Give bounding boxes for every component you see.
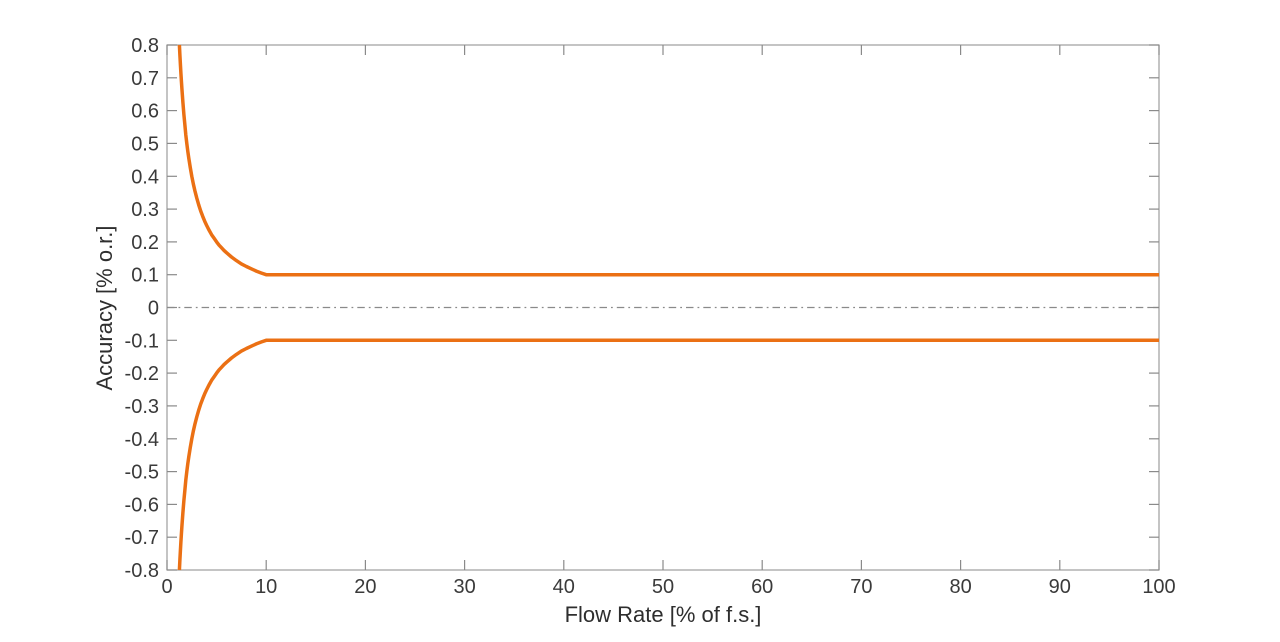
y-tick-label: -0.2	[125, 363, 159, 385]
y-tick-label: -0.7	[125, 527, 159, 549]
x-tick-label: 100	[1142, 576, 1175, 598]
y-tick-label: 0.3	[131, 199, 159, 221]
x-tick-label: 30	[453, 576, 475, 598]
y-tick-label: 0.5	[131, 133, 159, 155]
x-tick-label: 10	[255, 576, 277, 598]
x-tick-label: 50	[652, 576, 674, 598]
x-tick-label: 80	[949, 576, 971, 598]
y-tick-label: -0.5	[125, 462, 159, 484]
x-tick-label: 20	[354, 576, 376, 598]
y-axis-title: Accuracy [% o.r.]	[92, 225, 117, 390]
x-tick-label: 90	[1049, 576, 1071, 598]
y-tick-label: 0.6	[131, 101, 159, 123]
x-axis-title: Flow Rate [% of f.s.]	[565, 602, 762, 627]
y-tick-label: -0.3	[125, 396, 159, 418]
y-tick-label: 0	[148, 298, 159, 320]
y-tick-label: 0.1	[131, 265, 159, 287]
y-tick-label: 0.4	[131, 166, 159, 188]
x-tick-label: 60	[751, 576, 773, 598]
y-tick-label: -0.8	[125, 560, 159, 582]
y-tick-label: 0.8	[131, 35, 159, 57]
x-tick-label: 70	[850, 576, 872, 598]
x-tick-label: 0	[161, 576, 172, 598]
y-tick-label: -0.4	[125, 429, 159, 451]
plot-layer: 0 10 20 30 40 50 60 70 80 90 100 -0.8 -0.7 -0.6 -0.5 -0…	[125, 35, 1176, 598]
lower-accuracy-envelope-line	[177, 338, 1159, 571]
y-tick-label: -0.6	[125, 494, 159, 516]
upper-accuracy-envelope-line	[177, 44, 1159, 277]
x-tick-label: 40	[553, 576, 575, 598]
y-tick-label: 0.7	[131, 68, 159, 90]
y-tick-label: 0.2	[131, 232, 159, 254]
y-tick-label: -0.1	[125, 330, 159, 352]
